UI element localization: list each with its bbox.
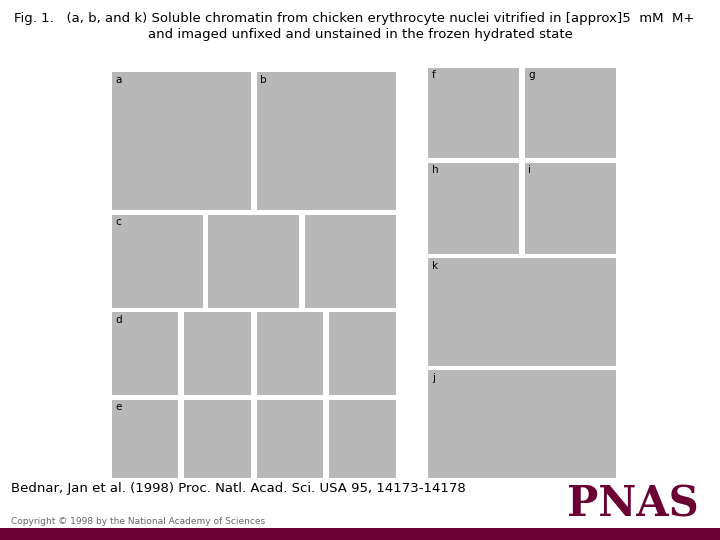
Text: i: i: [528, 165, 531, 176]
Bar: [112, 215, 396, 308]
Bar: [300, 215, 305, 308]
Text: a: a: [115, 75, 122, 85]
Bar: [112, 400, 396, 478]
Bar: [179, 400, 184, 478]
Bar: [428, 370, 616, 478]
Bar: [179, 312, 184, 395]
Text: Bednar, Jan et al. (1998) Proc. Natl. Acad. Sci. USA 95, 14173-14178: Bednar, Jan et al. (1998) Proc. Natl. Ac…: [11, 482, 466, 495]
Bar: [112, 72, 251, 211]
Text: PNAS: PNAS: [567, 483, 698, 525]
Text: k: k: [432, 261, 438, 271]
Text: c: c: [115, 218, 121, 227]
Bar: [428, 68, 519, 158]
Bar: [257, 72, 396, 211]
Bar: [202, 215, 208, 308]
Text: f: f: [432, 70, 436, 80]
Text: d: d: [115, 315, 122, 325]
Text: and imaged unfixed and unstained in the frozen hydrated state: and imaged unfixed and unstained in the …: [148, 28, 572, 41]
Text: Fig. 1.   (a, b, and k) Soluble chromatin from chicken erythrocyte nuclei vitrif: Fig. 1. (a, b, and k) Soluble chromatin …: [14, 12, 695, 25]
Bar: [323, 312, 329, 395]
Text: h: h: [432, 165, 438, 176]
Text: e: e: [115, 402, 122, 413]
Bar: [525, 163, 616, 254]
Text: g: g: [528, 70, 535, 80]
Bar: [428, 163, 519, 254]
Bar: [525, 68, 616, 158]
Bar: [0, 528, 720, 540]
Bar: [323, 400, 329, 478]
Bar: [251, 400, 257, 478]
Bar: [428, 258, 616, 366]
Bar: [112, 312, 396, 395]
Text: Copyright © 1998 by the National Academy of Sciences: Copyright © 1998 by the National Academy…: [11, 517, 265, 526]
Text: j: j: [432, 373, 435, 383]
Text: b: b: [261, 75, 267, 85]
Bar: [251, 312, 257, 395]
